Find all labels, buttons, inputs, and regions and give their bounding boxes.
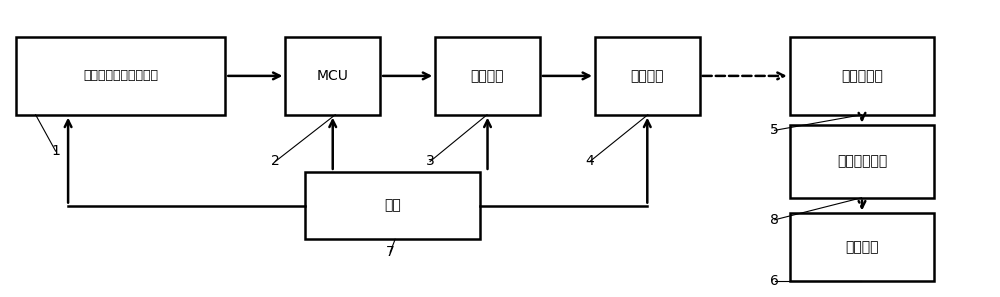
Text: 移动终端: 移动终端	[845, 240, 879, 254]
Text: 4: 4	[586, 154, 594, 168]
Bar	[790, 37, 934, 115]
Text: 7: 7	[386, 245, 395, 259]
Text: 发射天线: 发射天线	[631, 69, 664, 83]
Text: 2: 2	[271, 154, 280, 168]
Bar	[595, 37, 700, 115]
Text: 移动通信基站: 移动通信基站	[837, 154, 887, 168]
Text: 5: 5	[770, 123, 779, 137]
Text: 6: 6	[770, 274, 779, 288]
Bar	[285, 37, 380, 115]
Bar	[790, 125, 934, 198]
Text: 8: 8	[770, 213, 779, 227]
Bar	[435, 37, 540, 115]
Text: 通信芯片: 通信芯片	[471, 69, 504, 83]
Bar	[790, 213, 934, 281]
Text: 3: 3	[426, 154, 434, 168]
Bar	[305, 172, 480, 239]
Text: MCU: MCU	[317, 69, 349, 83]
Text: 1: 1	[51, 144, 60, 158]
Bar	[16, 37, 225, 115]
Text: 物联网基站: 物联网基站	[841, 69, 883, 83]
Text: 电源: 电源	[384, 199, 401, 213]
Text: 三轴加速度倾角传感器: 三轴加速度倾角传感器	[83, 69, 158, 82]
